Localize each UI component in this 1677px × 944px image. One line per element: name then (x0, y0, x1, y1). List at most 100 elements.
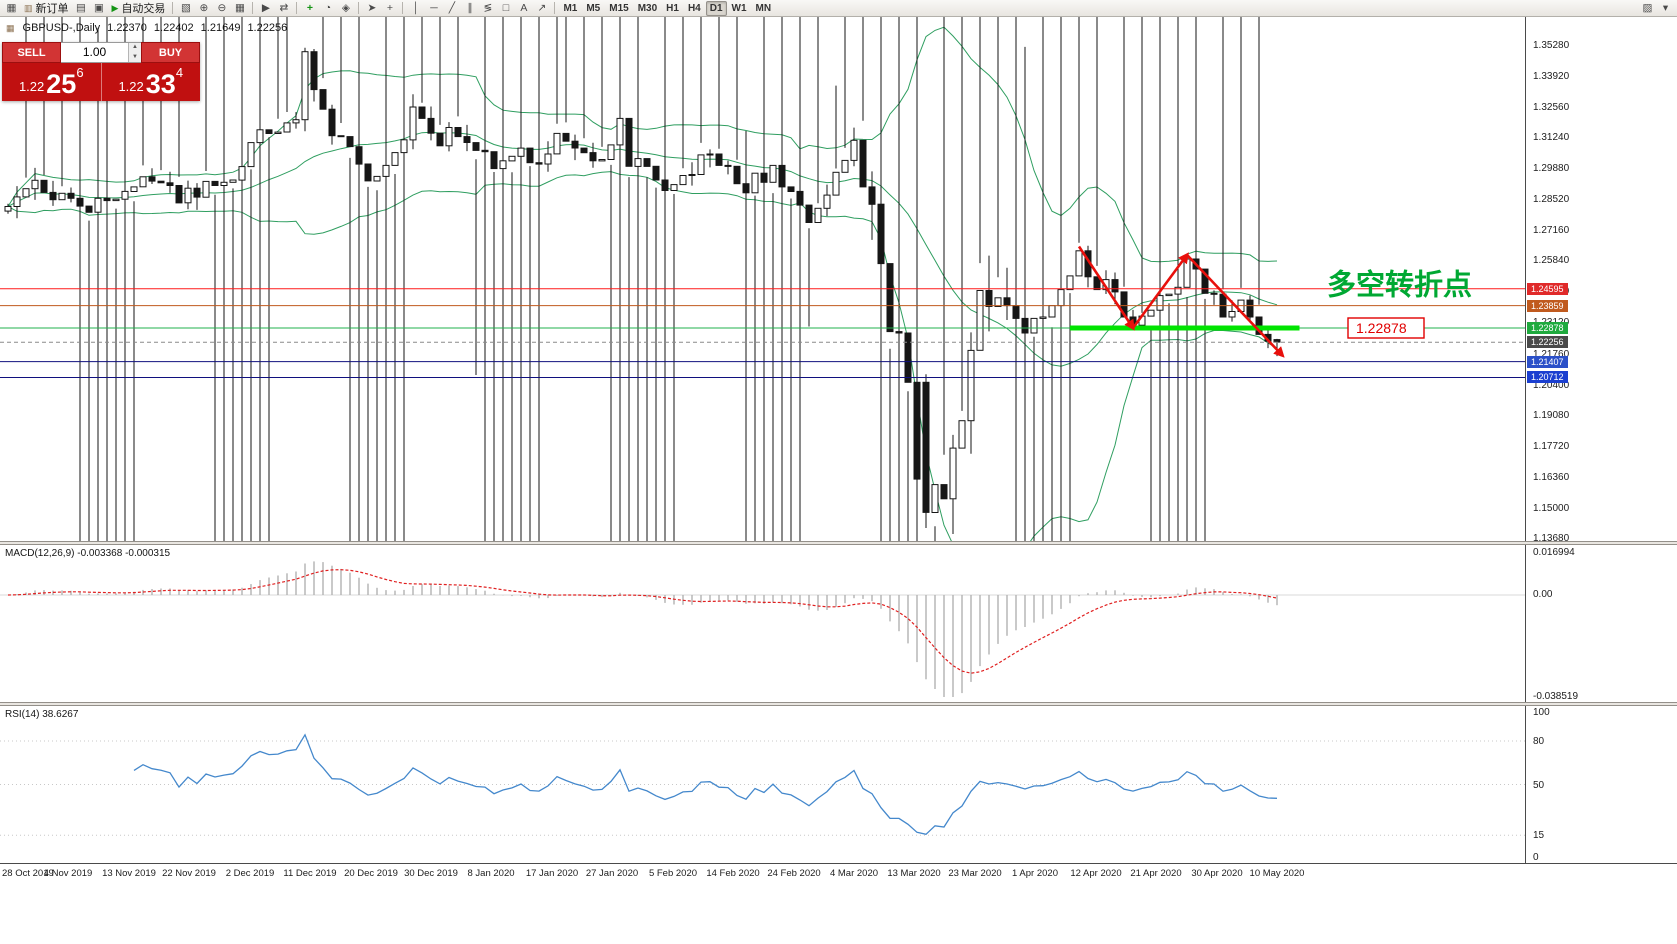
turning-point-annotation[interactable]: 多空转折点 (1327, 267, 1472, 301)
panel-resize-sash[interactable] (0, 541, 1677, 545)
vertical-line-icon[interactable]: │ (412, 2, 420, 14)
timeframe-h1[interactable]: H1 (666, 2, 679, 14)
templates-icon[interactable]: ◈ (341, 2, 350, 14)
price-scale-label: 1.19080 (1533, 410, 1570, 421)
chart-window-icon[interactable]: ▦ (6, 2, 17, 14)
ask-price-button[interactable]: 1.22 33 4 (101, 63, 200, 101)
timeframe-mn[interactable]: MN (755, 2, 772, 14)
timeframe-d1[interactable]: D1 (705, 0, 727, 16)
zoom-out-icon[interactable]: ⊖ (217, 2, 227, 14)
cascade-windows-icon[interactable]: ▧ (180, 2, 191, 14)
bollinger-upper-band (7, 26, 1278, 263)
date-label: 23 Mar 2020 (948, 868, 1002, 879)
candle-body (787, 186, 795, 192)
price-callout-box[interactable] (1347, 317, 1425, 339)
trendline-icon[interactable]: ╱ (448, 2, 456, 14)
horizontal-line-icon[interactable]: ─ (430, 2, 438, 14)
candle-body (400, 139, 408, 154)
price-scale-label: 1.17720 (1533, 441, 1570, 452)
arrows-icon[interactable]: ↗ (537, 2, 547, 14)
timeframe-m15[interactable]: M15 (609, 2, 629, 14)
bid-price-button[interactable]: 1.22 25 6 (2, 63, 102, 101)
market-watch-icon[interactable]: ▤ (76, 2, 86, 14)
candle-body (913, 381, 921, 480)
price-scale-label: 1.13680 (1533, 533, 1570, 544)
data-window-icon[interactable]: ▣ (94, 2, 104, 14)
rsi-scale-label: 80 (1533, 736, 1545, 747)
new-order-label: 新订单 (35, 3, 69, 15)
volume-up-icon[interactable]: ▲ (129, 43, 141, 53)
date-axis[interactable]: 28 Oct 2019 4 Nov 2019 13 Nov 2019 22 Nov 2… (0, 863, 1677, 883)
fibonacci-icon[interactable]: ≶ (483, 2, 493, 14)
candle-body (247, 142, 255, 168)
date-label: 11 Dec 2019 (283, 868, 337, 879)
trend-arrow[interactable] (1077, 245, 1135, 331)
candle-body (1093, 276, 1101, 291)
bid-base: 1.22 (18, 79, 45, 94)
candle-body (4, 206, 12, 212)
main-chart[interactable]: 多空转折点 1.22878 (0, 17, 1525, 541)
candle-body (1048, 305, 1056, 318)
price-scale-label: 1.21760 (1533, 349, 1570, 360)
sell-button[interactable]: SELL (2, 42, 61, 63)
candle-body (148, 176, 156, 182)
candle-body (67, 192, 75, 199)
autotrading-button[interactable]: ▶ 自动交易 (109, 1, 169, 16)
candle-body (121, 190, 129, 200)
new-order-button[interactable]: ▥ 新订单 (21, 1, 72, 16)
candle-body (742, 183, 750, 194)
candle-body (643, 158, 651, 167)
macd-histogram (16, 561, 1278, 697)
price-badge-1.21407: 1.21407 (1527, 356, 1568, 368)
autotrading-play-icon: ▶ (111, 2, 119, 13)
candle-body (355, 146, 363, 165)
candle-body (337, 135, 345, 138)
price-scale-label: 1.32560 (1533, 102, 1570, 113)
price-scale-label: 1.25840 (1533, 255, 1570, 266)
candle-body (760, 172, 768, 183)
price-scale-label: 1.35280 (1533, 40, 1570, 51)
candle-body (922, 381, 930, 513)
buy-button[interactable]: BUY (141, 42, 200, 63)
volume-value[interactable]: 1.00 (82, 45, 107, 59)
candle-body (841, 159, 849, 173)
window-list-icon[interactable]: ▨ (1642, 2, 1653, 14)
panel-resize-sash[interactable] (0, 702, 1677, 706)
candle-body (994, 297, 1002, 307)
date-label: 13 Mar 2020 (887, 868, 941, 879)
rsi-panel[interactable] (0, 706, 1525, 863)
more-tools-icon[interactable]: ▾ (1662, 2, 1669, 14)
tile-windows-icon[interactable]: ▦ (234, 2, 245, 14)
zoom-in-icon[interactable]: ⊕ (199, 2, 209, 14)
timeframe-h4[interactable]: H4 (687, 2, 701, 14)
cursor-icon[interactable]: ➤ (367, 2, 377, 14)
price-badge-1.23859: 1.23859 (1527, 300, 1568, 312)
timeframe-m30[interactable]: M30 (637, 2, 658, 14)
candle-body (751, 172, 759, 194)
macd-panel[interactable] (0, 545, 1525, 702)
indicators-icon[interactable]: + (306, 2, 313, 14)
shapes-icon[interactable]: □ (502, 2, 510, 14)
crosshair-icon[interactable]: + (386, 2, 393, 14)
trend-arrow[interactable] (1186, 254, 1285, 358)
volume-down-icon[interactable]: ▼ (129, 52, 141, 62)
auto-scroll-icon[interactable]: ▶ (261, 2, 270, 14)
periods-icon[interactable]: ◔ (324, 2, 332, 14)
chart-shift-icon[interactable]: ⇄ (279, 2, 289, 14)
volume-field[interactable]: 1.00 ▲ ▼ (61, 42, 141, 63)
candle-body (1057, 289, 1065, 307)
candle-body (85, 205, 93, 213)
price-axis[interactable]: 1.35280 1.33920 1.32560 1.31240 1.29880 1.285… (1525, 17, 1677, 544)
text-icon[interactable]: A (520, 2, 528, 14)
channel-icon[interactable]: ∥ (467, 2, 473, 14)
candle-body (1228, 311, 1236, 318)
chart-annotations: 多空转折点 1.22878 (1070, 245, 1472, 358)
candle-body (157, 180, 165, 184)
timeframe-w1[interactable]: W1 (731, 2, 747, 14)
timeframe-m1[interactable]: M1 (563, 2, 578, 14)
timeframe-m5[interactable]: M5 (586, 2, 601, 14)
candle-body (535, 162, 543, 165)
candle-body (580, 147, 588, 154)
trend-arrow[interactable] (1131, 252, 1189, 329)
